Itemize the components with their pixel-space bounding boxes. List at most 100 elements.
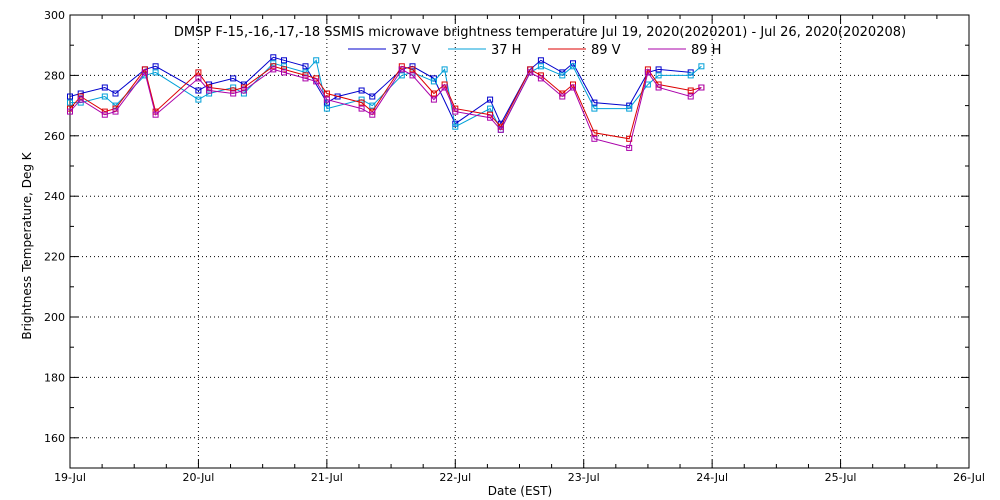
data-point-89h xyxy=(369,111,376,118)
data-point-89h xyxy=(67,108,73,115)
data-point-37h xyxy=(655,72,662,79)
x-tick-label: 19-Jul xyxy=(54,471,86,484)
data-point-89h xyxy=(152,111,159,118)
x-tick-label: 25-Jul xyxy=(825,471,857,484)
data-point-37h xyxy=(487,105,494,112)
data-point-37h xyxy=(698,63,705,70)
y-axis-label: Brightness Temperature, Deg K xyxy=(20,151,34,339)
data-point-37h xyxy=(323,105,330,112)
legend-label-89h: 89 H xyxy=(691,43,721,58)
data-point-89h xyxy=(698,84,705,91)
data-point-37v xyxy=(655,66,662,73)
y-tick-label: 260 xyxy=(44,130,65,143)
data-point-37h xyxy=(591,105,598,112)
data-point-37h xyxy=(537,63,544,70)
data-point-89v xyxy=(398,63,405,70)
x-tick-label: 22-Jul xyxy=(439,471,471,484)
data-point-37h xyxy=(195,96,202,103)
data-point-37v xyxy=(358,87,365,94)
series-line-37v xyxy=(69,56,691,125)
data-point-89h xyxy=(358,105,365,112)
data-point-37v xyxy=(152,63,159,70)
data-point-89h xyxy=(398,66,405,73)
data-point-37h xyxy=(441,66,448,73)
x-tick-label: 20-Jul xyxy=(182,471,214,484)
data-point-89h xyxy=(655,84,662,91)
data-point-37v xyxy=(487,96,494,103)
y-tick-label: 200 xyxy=(44,311,65,324)
data-point-37v xyxy=(537,57,544,64)
data-point-89v xyxy=(77,93,84,100)
x-tick-label: 26-Jul xyxy=(953,471,985,484)
chart-title: DMSP F-15,-16,-17,-18 SSMIS microwave br… xyxy=(174,25,906,40)
data-point-89h xyxy=(101,111,108,118)
data-point-89v xyxy=(323,90,330,97)
data-point-89h xyxy=(302,75,309,82)
legend-label-89v: 89 V xyxy=(591,43,621,58)
data-point-37h xyxy=(687,72,694,79)
data-point-37v xyxy=(67,93,73,100)
data-point-89h xyxy=(323,96,330,103)
series-line-89h xyxy=(69,68,702,149)
y-tick-label: 280 xyxy=(44,69,65,82)
data-point-37h xyxy=(101,93,108,100)
data-point-89v xyxy=(409,66,416,73)
data-point-37v xyxy=(112,90,119,97)
x-tick-label: 21-Jul xyxy=(311,471,343,484)
data-point-37h xyxy=(570,63,576,70)
legend-label-37h: 37 H xyxy=(491,43,521,58)
data-series xyxy=(67,54,705,151)
data-point-89v xyxy=(195,69,202,76)
data-point-89v xyxy=(101,108,108,115)
data-point-89h xyxy=(441,84,448,91)
data-point-89h xyxy=(687,93,694,100)
data-point-37v xyxy=(369,93,376,100)
data-point-89h xyxy=(591,135,598,142)
data-point-89h xyxy=(452,108,459,115)
data-point-37h xyxy=(67,99,73,106)
data-point-37h xyxy=(152,69,159,76)
x-axis-label: Date (EST) xyxy=(488,484,552,498)
legend: 37 V 37 H 89 V 89 H xyxy=(348,43,721,58)
data-point-89v xyxy=(270,63,277,70)
plot-area xyxy=(69,14,970,469)
y-tick-label: 180 xyxy=(44,371,65,384)
x-axis-ticks: 19-Jul 20-Jul 21-Jul 22-Jul 23-Jul 24-Jul 25-J… xyxy=(54,15,985,484)
y-tick-label: 160 xyxy=(44,432,65,445)
data-point-37h xyxy=(369,102,376,109)
data-point-37v xyxy=(101,84,108,91)
data-point-89h xyxy=(206,87,213,94)
y-axis-ticks: 160 180 200 220 240 260 280 300 xyxy=(44,9,969,469)
x-tick-label: 23-Jul xyxy=(568,471,600,484)
data-point-37v xyxy=(195,87,202,94)
data-point-89h xyxy=(409,72,416,79)
series-line-37h xyxy=(70,59,702,131)
data-point-37h xyxy=(626,105,633,112)
data-point-89h xyxy=(487,114,494,121)
data-point-37v xyxy=(230,75,237,82)
data-point-37h xyxy=(313,57,320,64)
data-point-37v xyxy=(302,63,309,70)
y-tick-label: 220 xyxy=(44,251,65,264)
data-point-89h xyxy=(195,75,202,82)
data-point-89h xyxy=(430,96,437,103)
data-point-37h xyxy=(281,63,287,70)
data-point-89h xyxy=(112,108,119,115)
data-point-89h xyxy=(644,69,651,76)
y-tick-label: 240 xyxy=(44,190,65,203)
data-point-89h xyxy=(141,69,148,76)
data-point-89h xyxy=(313,78,320,85)
data-point-89h xyxy=(527,69,534,76)
data-point-89v xyxy=(358,99,365,106)
data-point-89h xyxy=(626,144,633,151)
y-tick-label: 300 xyxy=(44,9,65,22)
data-point-89h xyxy=(230,90,237,97)
data-point-37h xyxy=(559,72,566,79)
data-point-37v xyxy=(270,54,277,61)
data-point-89v xyxy=(687,87,694,94)
data-point-89h xyxy=(570,84,576,91)
data-point-89h xyxy=(240,87,247,94)
x-tick-label: 24-Jul xyxy=(696,471,728,484)
data-point-37h xyxy=(452,123,459,130)
